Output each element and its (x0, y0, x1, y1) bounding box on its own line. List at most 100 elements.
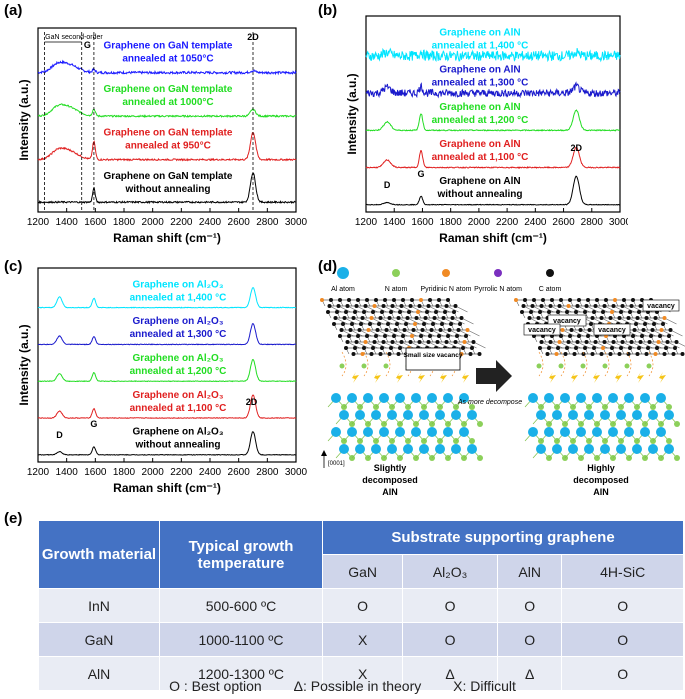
x-tick-label: 1200 (27, 217, 50, 228)
row-val: Δ (402, 656, 498, 691)
as-more-decompose-text: As more decompose (457, 399, 522, 406)
legend-best: O : Best option (169, 678, 262, 694)
y-axis-label: Intensity (a.u.) (345, 73, 359, 154)
sub-al2o3: Al₂O₃ (402, 554, 498, 589)
x-tick-label: 1400 (383, 217, 406, 228)
series-label: annealed at 1,100 °C (130, 403, 227, 414)
row-val: O (561, 656, 684, 691)
series-label: Graphene on Al₂O₃ (133, 427, 224, 438)
table-legend: O : Best option Δ: Possible in theory X:… (0, 678, 685, 694)
row-temp: 500-600 ºC (159, 588, 323, 623)
row-temp: 1200-1300 ºC (159, 656, 323, 691)
series-label: annealed at 1,100 °C (432, 152, 529, 163)
series-label: Graphene on GaN template (104, 171, 233, 182)
header-substrate: Substrate supporting graphene (322, 520, 684, 555)
raman-chart-a: 1200 1400 1600 1800 2000 2200 2400 2600 2800 3000… (17, 27, 308, 245)
row-val: O (402, 588, 498, 623)
series-label: Graphene on Al₂O₃ (133, 279, 224, 290)
row-material: GaN (38, 622, 160, 657)
row-val: O (561, 622, 684, 657)
row-val: X (321, 656, 404, 691)
row-material: AlN (38, 656, 160, 691)
x-tick-label: 2200 (170, 217, 193, 228)
series-label: Graphene on GaN template (104, 84, 233, 95)
x-tick-label: 3000 (609, 217, 628, 228)
series-line (37, 431, 297, 456)
atom-legend: Al atom N atom Pyridinic N atom Pyrrolic… (331, 267, 561, 293)
panel-label-e: (e) (4, 510, 23, 527)
x-tick-label: 2400 (199, 217, 222, 228)
panel-label-c: (c) (4, 258, 23, 275)
legend-n-atom: N atom (385, 286, 408, 293)
header-growth-temp: Typical growth temperature (159, 520, 323, 589)
decompose-arrow: As more decompose (457, 360, 522, 406)
x-tick-label: 1800 (113, 467, 136, 478)
series-line (37, 59, 297, 76)
svg-text:vacancy: vacancy (598, 327, 626, 334)
x-tick-label: 1800 (440, 217, 463, 228)
series-label: without annealing (437, 189, 523, 200)
legend-pyrrolic: Pyrrolic N atom (474, 286, 522, 293)
series-label: Graphene on GaN template (104, 128, 233, 139)
raman-chart-b: 1200 1400 1600 1800 2000 2200 2400 2600 2800 3000… (345, 15, 628, 245)
series-label: annealed at 1050°C (122, 54, 213, 65)
x-tick-label: 1200 (355, 217, 378, 228)
small-vacancy-box (405, 347, 461, 371)
x-tick-label: 3000 (285, 217, 308, 228)
x-tick-label: 3000 (285, 467, 308, 478)
series-label: Graphene on GaN template (104, 41, 233, 52)
x-axis-label: Raman shift (cm⁻¹) (439, 231, 547, 245)
left-caption-1: Slightly (374, 463, 407, 473)
x-tick-label: 2000 (468, 217, 491, 228)
plot-frame (37, 267, 297, 463)
series-label: Graphene on AlN (439, 65, 520, 76)
right-caption-3: AlN (593, 487, 609, 497)
plot-frame (37, 27, 297, 213)
series-label: without annealing (125, 184, 211, 195)
legend-pyridinic: Pyridinic N atom (421, 286, 472, 293)
aln-lattice-right (524, 351, 680, 461)
x-tick-label: 2800 (256, 467, 279, 478)
series-line (365, 109, 621, 132)
annotation-g: G (418, 169, 425, 179)
table-row: GaN 1000-1100 ºC X O O O (38, 622, 684, 657)
x-tick-label: 2800 (581, 217, 604, 228)
x-tick-label: 1600 (84, 217, 107, 228)
x-tick-label: 2800 (256, 217, 279, 228)
y-axis-label: Intensity (a.u.) (17, 324, 31, 405)
legend-possible: Δ: Possible in theory (293, 678, 422, 694)
row-val: X (321, 622, 404, 657)
svg-text:vacancy: vacancy (553, 318, 581, 325)
sub-gan: GaN (321, 554, 404, 589)
row-val: O (496, 588, 563, 623)
x-tick-label: 1400 (56, 467, 79, 478)
row-val: Δ (496, 656, 563, 691)
x-tick-label: 2400 (199, 467, 222, 478)
aln-lattice-left (327, 351, 483, 461)
row-val: O (321, 588, 404, 623)
legend-al-atom: Al atom (331, 286, 355, 293)
series-label: Graphene on Al₂O₃ (133, 390, 224, 401)
x-axis-label: Raman shift (cm⁻¹) (113, 231, 221, 245)
x-tick-label: 1200 (27, 467, 50, 478)
annotation-2d: 2D (247, 32, 259, 42)
x-tick-label: 2200 (496, 217, 519, 228)
series-line (365, 146, 621, 169)
x-tick-label: 1600 (84, 467, 107, 478)
annotation-g: G (90, 419, 97, 429)
annotation-d: D (384, 180, 391, 190)
header-growth-material: Growth material (38, 520, 160, 589)
x-tick-label: 2600 (228, 467, 251, 478)
raman-chart-c: 1200 1400 1600 1800 2000 2200 2400 2600 2800 3000… (17, 267, 308, 495)
svg-text:vacancy: vacancy (647, 303, 675, 310)
x-tick-label: 2600 (552, 217, 575, 228)
series-label: Graphene on AlN (439, 27, 520, 38)
series-label: annealed at 1,300 °C (130, 329, 227, 340)
series-label: annealed at 950°C (125, 141, 211, 152)
annotation-2d: 2D (570, 143, 582, 153)
substrate-table: Growth material Typical growth temperatu… (38, 520, 684, 691)
series-label: without annealing (135, 440, 221, 451)
right-caption-1: Highly (587, 463, 615, 473)
series-label: annealed at 1,200 °C (130, 366, 227, 377)
y-axis-label: Intensity (a.u.) (17, 79, 31, 160)
